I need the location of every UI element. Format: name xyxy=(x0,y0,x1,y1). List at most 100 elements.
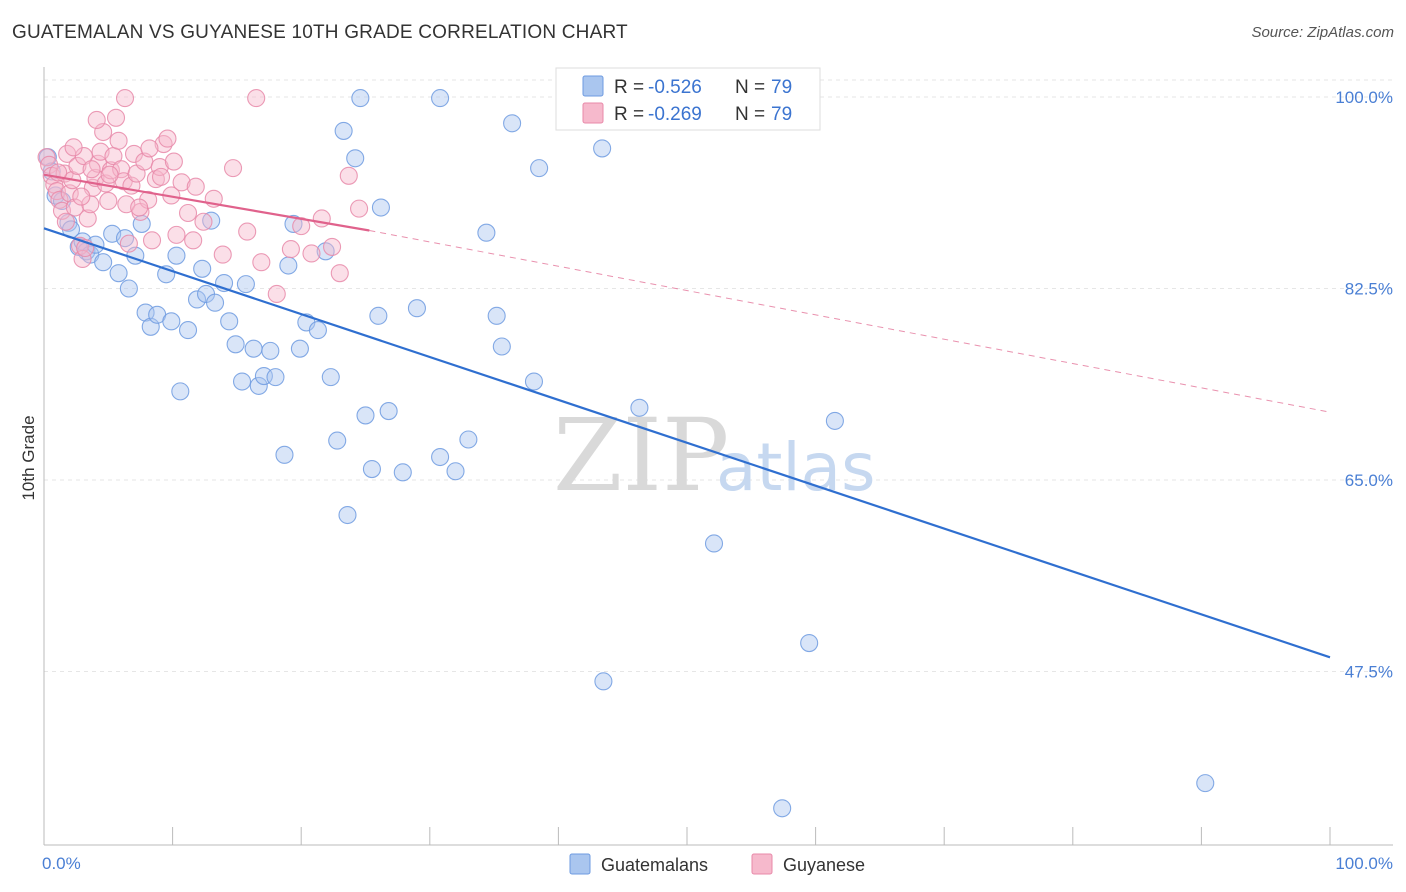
guyanese-point xyxy=(252,253,271,272)
guyanese-point xyxy=(238,222,257,241)
guatemalans-point xyxy=(220,312,239,331)
guatemalans-point xyxy=(1196,774,1215,793)
guatemalans-point xyxy=(356,406,375,425)
legend-n-value-0: 79 xyxy=(771,77,792,98)
guyanese-point xyxy=(339,166,358,185)
stats-legend: R = -0.526 N = 79 R = -0.269 N = 79 xyxy=(555,67,821,131)
guatemalans-point xyxy=(630,398,649,417)
chart-source: Source: ZipAtlas.com xyxy=(1251,24,1394,41)
guyanese-point xyxy=(281,240,300,259)
guatemalans-point xyxy=(594,672,613,691)
guyanese-point xyxy=(167,225,186,244)
guyanese-point xyxy=(164,152,183,171)
guatemalans-point xyxy=(279,256,298,275)
guatemalans-point xyxy=(187,290,207,309)
guyanese-point xyxy=(82,160,101,179)
guatemalans-point xyxy=(136,303,155,322)
y-tick-label: 82.5% xyxy=(1345,280,1393,299)
guatemalans-point xyxy=(593,139,612,158)
guatemalans-point xyxy=(362,460,381,479)
legend-r-label-1: R = xyxy=(614,104,644,125)
guyanese-point xyxy=(56,212,75,231)
guyanese-point xyxy=(99,191,118,211)
guatemalans-legend-swatch xyxy=(569,853,591,875)
guyanese-point xyxy=(115,89,135,108)
guyanese-point xyxy=(65,198,84,217)
guatemalans-point xyxy=(446,462,465,481)
guatemalans-point xyxy=(825,411,844,430)
y-tick-label: 65.0% xyxy=(1345,471,1393,490)
guatemalans-point xyxy=(232,372,252,391)
guyanese-point xyxy=(213,245,232,264)
guatemalans-point xyxy=(171,382,190,401)
guyanese-point xyxy=(72,187,91,206)
guatemalans-point xyxy=(492,337,511,356)
guatemalans-point xyxy=(459,430,478,449)
guatemalans-point xyxy=(244,339,263,358)
guatemalans-point xyxy=(431,447,450,467)
guyanese-point xyxy=(247,89,266,108)
guatemalans-point xyxy=(393,463,412,482)
guyanese-point xyxy=(172,173,191,192)
guatemalans-point xyxy=(379,402,398,421)
guatemalans-point xyxy=(704,534,724,553)
guyanese-point xyxy=(267,284,286,304)
guatemalans-points xyxy=(38,89,1215,818)
guyanese-point xyxy=(130,198,149,217)
guatemalans-point xyxy=(275,445,294,464)
guatemalans-point xyxy=(351,89,370,108)
watermark-atlas: atlas xyxy=(716,429,876,506)
guatemalans-point xyxy=(524,372,544,391)
guyanese-point xyxy=(64,138,83,157)
chart-title: GUATEMALAN VS GUYANESE 10TH GRADE CORREL… xyxy=(12,22,628,43)
guatemalans-point xyxy=(162,312,181,331)
guatemalans-point xyxy=(167,246,186,265)
guatemalans-point xyxy=(290,339,309,358)
guatemalans-legend-label: Guatemalans xyxy=(601,855,708,875)
guyanese-point xyxy=(150,157,169,177)
guatemalans-point xyxy=(193,259,212,278)
y-axis-label: 10th Grade xyxy=(19,415,38,500)
series-legend: Guatemalans Guyanese xyxy=(569,853,865,875)
guatemalans-swatch xyxy=(582,75,604,97)
guyanese-point xyxy=(292,217,311,236)
guyanese-point xyxy=(109,131,128,150)
guatemalans-point xyxy=(205,293,225,312)
guyanese-point xyxy=(68,156,87,175)
guyanese-point xyxy=(142,231,162,250)
x-tick-max: 100.0% xyxy=(1335,854,1393,873)
guatemalans-point xyxy=(431,89,450,108)
guyanese-point xyxy=(223,159,243,178)
legend-r-value-0: -0.526 xyxy=(648,77,702,98)
guyanese-point xyxy=(50,190,69,209)
guatemalans-point xyxy=(109,264,128,283)
x-tick-min: 0.0% xyxy=(42,854,81,873)
guyanese-point xyxy=(194,212,213,231)
guatemalans-point xyxy=(226,335,245,354)
guyanese-point xyxy=(178,203,198,223)
guatemalans-point xyxy=(477,223,496,242)
guyanese-point xyxy=(87,110,106,130)
y-tick-label: 47.5% xyxy=(1345,663,1393,682)
guatemalans-point xyxy=(503,114,522,133)
guatemalans-point xyxy=(346,149,365,168)
guyanese-point xyxy=(100,165,119,184)
guatemalans-point xyxy=(321,368,340,387)
guatemalans-point xyxy=(266,368,285,387)
guyanese-point xyxy=(119,234,138,253)
legend-r-value-1: -0.269 xyxy=(648,104,702,125)
legend-r-label-0: R = xyxy=(614,77,644,98)
legend-n-value-1: 79 xyxy=(771,104,792,125)
guyanese-point xyxy=(186,177,205,196)
guyanese-point xyxy=(350,199,369,218)
guyanese-point xyxy=(323,237,342,256)
guatemalans-point xyxy=(371,198,390,217)
guatemalans-point xyxy=(487,306,506,325)
axes xyxy=(43,67,1393,846)
guatemalans-point xyxy=(249,376,268,395)
guatemalans-point xyxy=(530,159,549,178)
guyanese-swatch xyxy=(582,102,604,124)
guatemalans-point xyxy=(308,321,327,340)
guatemalans-point xyxy=(261,341,280,360)
